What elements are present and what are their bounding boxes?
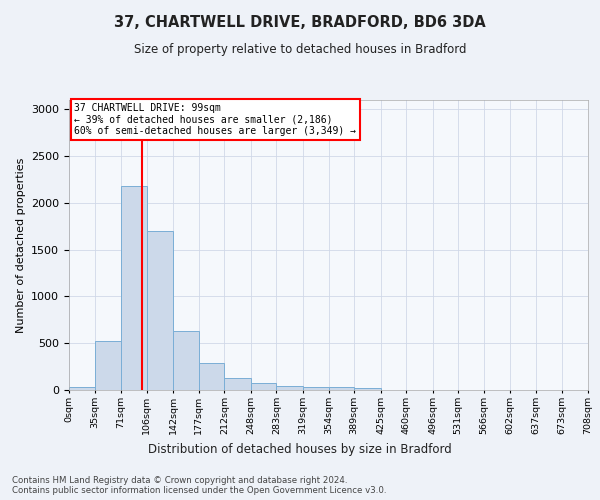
Bar	[69, 387, 95, 390]
Bar	[251, 383, 277, 390]
Bar	[95, 342, 121, 390]
Text: Size of property relative to detached houses in Bradford: Size of property relative to detached ho…	[134, 42, 466, 56]
Bar	[224, 378, 251, 390]
Bar	[277, 386, 303, 390]
Bar	[199, 363, 224, 390]
Text: Contains HM Land Registry data © Crown copyright and database right 2024.
Contai: Contains HM Land Registry data © Crown c…	[12, 476, 386, 495]
Bar	[329, 387, 354, 390]
Y-axis label: Number of detached properties: Number of detached properties	[16, 158, 26, 332]
Text: Distribution of detached houses by size in Bradford: Distribution of detached houses by size …	[148, 442, 452, 456]
Bar	[173, 330, 199, 390]
Bar	[147, 231, 173, 390]
Text: 37 CHARTWELL DRIVE: 99sqm
← 39% of detached houses are smaller (2,186)
60% of se: 37 CHARTWELL DRIVE: 99sqm ← 39% of detac…	[74, 103, 356, 136]
Text: 37, CHARTWELL DRIVE, BRADFORD, BD6 3DA: 37, CHARTWELL DRIVE, BRADFORD, BD6 3DA	[114, 15, 486, 30]
Bar	[121, 186, 147, 390]
Bar	[354, 388, 380, 390]
Bar	[303, 386, 329, 390]
